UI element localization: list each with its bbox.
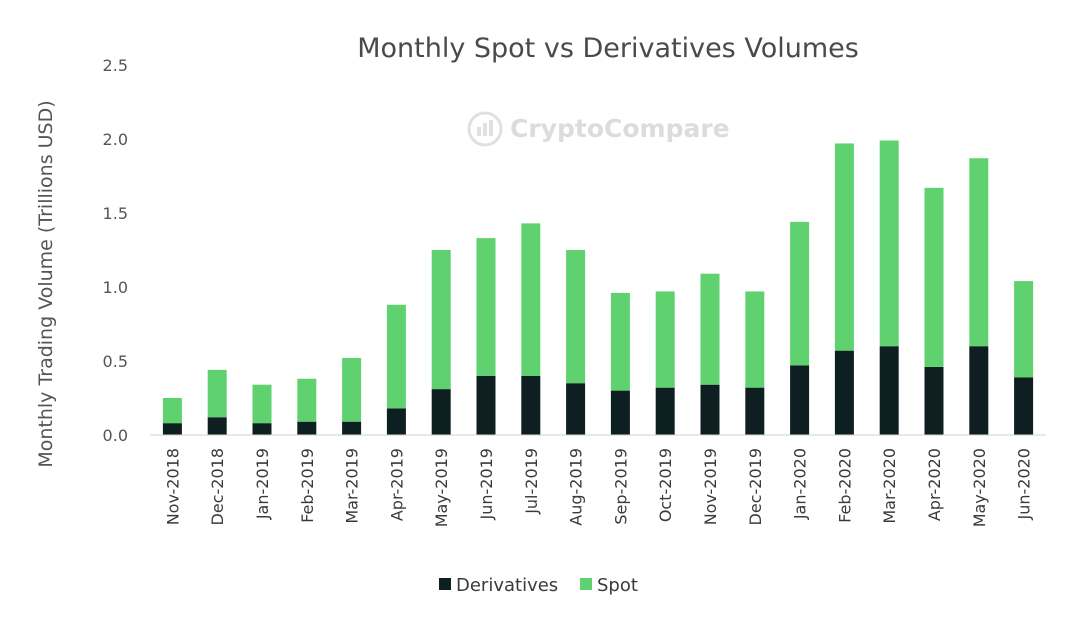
watermark-text-b: Compare xyxy=(604,114,730,143)
bar-spot-jul-2019 xyxy=(521,223,541,376)
x-tick-label: Nov-2019 xyxy=(701,448,720,525)
bar-spot-feb-2020 xyxy=(834,143,854,351)
bar-spot-mar-2019 xyxy=(342,358,362,422)
bar-spot-nov-2019 xyxy=(700,273,720,385)
bar-derivatives-mar-2020 xyxy=(879,346,899,435)
bar-spot-aug-2019 xyxy=(566,250,586,384)
x-tick-label: Jan-2020 xyxy=(791,448,810,520)
bar-spot-sep-2019 xyxy=(610,292,630,391)
legend-swatch-spot xyxy=(580,578,592,590)
bar-derivatives-jan-2019 xyxy=(252,423,272,435)
bar-derivatives-mar-2019 xyxy=(342,421,362,435)
bar-spot-apr-2019 xyxy=(386,304,406,409)
bar-derivatives-aug-2019 xyxy=(566,383,586,435)
y-tick-label: 2.5 xyxy=(103,56,128,75)
bar-spot-dec-2018 xyxy=(207,369,227,418)
bar-spot-jun-2019 xyxy=(476,238,496,376)
y-tick-label: 1.5 xyxy=(103,204,128,223)
bar-derivatives-oct-2019 xyxy=(655,387,675,435)
bar-spot-apr-2020 xyxy=(924,187,944,367)
bar-derivatives-feb-2020 xyxy=(834,350,854,435)
y-axis-label: Monthly Trading Volume (Trillions USD) xyxy=(35,100,57,467)
bars-group xyxy=(162,140,1034,435)
y-tick-label: 1.0 xyxy=(103,278,128,297)
watermark-text: CryptoCompare xyxy=(510,114,730,143)
bar-derivatives-feb-2019 xyxy=(297,421,317,435)
x-tick-label: Aug-2019 xyxy=(567,448,586,526)
x-tick-label: Dec-2018 xyxy=(208,448,227,525)
bar-derivatives-may-2020 xyxy=(969,346,989,435)
legend: Derivatives Spot xyxy=(439,575,638,596)
bar-spot-feb-2019 xyxy=(297,378,317,422)
y-tick-label: 2.0 xyxy=(103,130,128,149)
x-tick-label: Sep-2019 xyxy=(611,448,630,525)
x-tick-label: Jun-2020 xyxy=(1015,448,1034,521)
chart-title: Monthly Spot vs Derivatives Volumes xyxy=(357,33,859,64)
bar-derivatives-dec-2018 xyxy=(207,417,227,435)
bar-derivatives-apr-2020 xyxy=(924,366,944,435)
x-tick-label: Nov-2018 xyxy=(163,448,182,525)
bar-spot-nov-2018 xyxy=(162,398,182,424)
x-tick-label: Feb-2019 xyxy=(298,448,317,523)
bar-spot-jan-2020 xyxy=(790,221,810,366)
watermark-text-a: Crypto xyxy=(510,114,604,143)
bar-derivatives-apr-2019 xyxy=(386,408,406,435)
legend-label-derivatives: Derivatives xyxy=(456,575,558,596)
x-tick-label: Apr-2020 xyxy=(925,448,944,521)
bar-derivatives-jan-2020 xyxy=(790,365,810,435)
bar-spot-jan-2019 xyxy=(252,384,272,424)
bar-spot-may-2020 xyxy=(969,158,989,347)
bar-derivatives-jun-2019 xyxy=(476,375,496,435)
bar-spot-oct-2019 xyxy=(655,291,675,388)
cryptocompare-logo-icon xyxy=(467,111,503,147)
bar-spot-mar-2020 xyxy=(879,140,899,347)
x-tick-label: Feb-2020 xyxy=(835,448,854,523)
bar-derivatives-dec-2019 xyxy=(745,387,765,435)
x-tick-label: Mar-2020 xyxy=(880,448,899,524)
y-tick-label: 0.0 xyxy=(103,426,128,445)
bar-spot-may-2019 xyxy=(431,250,451,390)
bar-spot-dec-2019 xyxy=(745,291,765,388)
cryptocompare-watermark: CryptoCompare xyxy=(467,111,730,147)
x-tick-label: Jul-2019 xyxy=(522,448,541,515)
x-tick-label: Oct-2019 xyxy=(656,448,675,522)
bar-derivatives-nov-2018 xyxy=(162,423,182,435)
x-tick-label: May-2019 xyxy=(432,448,451,527)
x-tick-label: Jan-2019 xyxy=(253,448,272,520)
bar-derivatives-jul-2019 xyxy=(521,375,541,435)
bar-derivatives-jun-2020 xyxy=(1014,377,1034,435)
x-tick-label: Jun-2019 xyxy=(477,448,496,521)
bar-spot-jun-2020 xyxy=(1014,281,1034,378)
bar-derivatives-nov-2019 xyxy=(700,384,720,435)
bar-derivatives-may-2019 xyxy=(431,389,451,435)
x-axis-labels: Nov-2018 Dec-2018 Jan-2019 Feb-2019 Mar-2019… xyxy=(163,448,1033,527)
legend-label-spot: Spot xyxy=(597,575,638,596)
x-tick-label: Mar-2019 xyxy=(343,448,362,524)
y-axis-ticks: 0.0 0.5 1.0 1.5 2.0 2.5 xyxy=(103,56,128,445)
x-tick-label: Dec-2019 xyxy=(746,448,765,525)
legend-swatch-derivatives xyxy=(439,578,451,590)
y-tick-label: 0.5 xyxy=(103,352,128,371)
x-tick-label: Apr-2019 xyxy=(387,448,406,521)
x-tick-label: May-2020 xyxy=(970,448,989,527)
bar-derivatives-sep-2019 xyxy=(610,390,630,435)
